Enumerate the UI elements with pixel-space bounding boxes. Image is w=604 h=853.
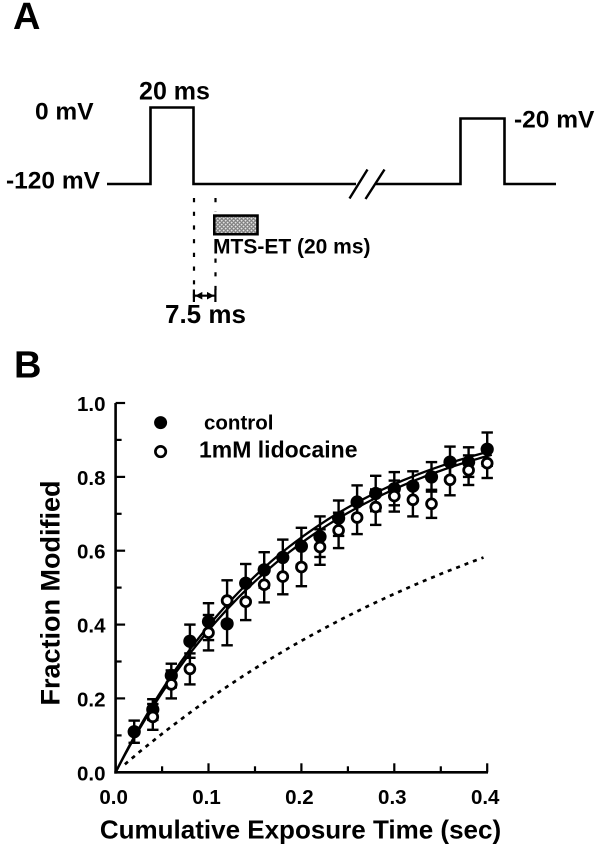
svg-text:0 mV: 0 mV: [35, 99, 94, 126]
svg-text:Cumulative Exposure Time (sec): Cumulative Exposure Time (sec): [100, 815, 501, 845]
svg-text:0.4: 0.4: [77, 615, 106, 638]
svg-text:control: control: [204, 412, 273, 435]
svg-text:0.2: 0.2: [285, 786, 314, 809]
svg-text:0.4: 0.4: [471, 786, 500, 809]
svg-text:MTS-ET (20 ms): MTS-ET (20 ms): [213, 236, 371, 259]
svg-text:A: A: [13, 0, 40, 38]
svg-text:0.1: 0.1: [192, 786, 221, 809]
svg-text:-120 mV: -120 mV: [6, 168, 101, 195]
svg-text:B: B: [14, 345, 41, 387]
svg-text:-20 mV: -20 mV: [514, 107, 595, 134]
svg-text:0.0: 0.0: [99, 786, 128, 809]
svg-text:0.0: 0.0: [77, 762, 106, 785]
svg-text:0.2: 0.2: [77, 688, 106, 711]
svg-text:1.0: 1.0: [77, 393, 106, 416]
svg-text:0.6: 0.6: [77, 541, 106, 564]
svg-text:0.3: 0.3: [378, 786, 407, 809]
svg-text:Fraction Modified: Fraction Modified: [36, 481, 66, 706]
svg-text:0.8: 0.8: [77, 467, 106, 490]
svg-text:1mM lidocaine: 1mM lidocaine: [199, 437, 357, 463]
svg-text:20 ms: 20 ms: [139, 78, 210, 106]
svg-text:7.5 ms: 7.5 ms: [165, 299, 246, 329]
